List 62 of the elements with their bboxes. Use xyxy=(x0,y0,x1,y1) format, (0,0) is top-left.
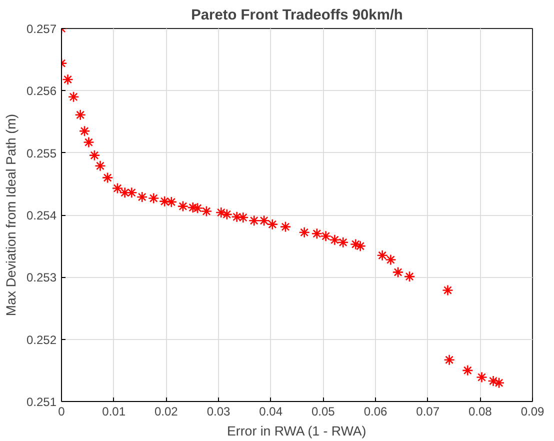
point xyxy=(320,230,332,242)
y-tick-label: 0.252 xyxy=(26,332,57,347)
point xyxy=(126,186,138,198)
point xyxy=(119,186,130,198)
point xyxy=(311,228,323,240)
point xyxy=(476,372,488,383)
x-tick-label: 0.07 xyxy=(416,404,440,418)
point xyxy=(231,211,242,223)
x-tick-label: 0.06 xyxy=(364,404,388,418)
point xyxy=(74,109,86,121)
point xyxy=(248,214,260,226)
point xyxy=(68,91,80,103)
point xyxy=(404,270,416,282)
point xyxy=(392,266,404,278)
point xyxy=(78,125,90,137)
y-tick-label: 0.253 xyxy=(26,270,57,285)
point xyxy=(200,206,212,217)
chart-title: Pareto Front Tradeoffs 90km/h xyxy=(191,8,403,24)
y-tick-label: 0.254 xyxy=(26,208,57,222)
point xyxy=(337,236,349,248)
point xyxy=(102,172,114,184)
x-tick-label: 0.09 xyxy=(520,404,545,418)
y-tick-label: 0.255 xyxy=(26,146,57,160)
point xyxy=(266,218,278,230)
point xyxy=(62,74,74,86)
x-tick-label: 0.02 xyxy=(154,404,178,418)
x-tick-label: 0.05 xyxy=(311,404,336,418)
point xyxy=(94,160,106,172)
x-tick-label: 0.08 xyxy=(468,404,492,418)
point xyxy=(329,234,340,246)
point xyxy=(280,221,292,232)
point xyxy=(462,364,474,376)
point xyxy=(136,191,148,203)
x-tick-label: 0.04 xyxy=(259,404,283,418)
y-axis-title: Max Deviation from Ideal Path (m) xyxy=(3,114,18,316)
y-tick-label: 0.251 xyxy=(26,395,57,409)
point xyxy=(148,192,160,204)
point xyxy=(158,196,170,207)
point xyxy=(442,284,454,296)
point xyxy=(444,354,455,366)
point xyxy=(350,238,362,250)
point xyxy=(488,375,499,387)
x-axis-title: Error in RWA (1 - RWA) xyxy=(227,424,366,438)
point xyxy=(215,206,227,218)
point xyxy=(166,196,178,208)
point xyxy=(221,208,233,220)
x-tick-label: 0 xyxy=(58,404,66,418)
point xyxy=(376,250,388,262)
y-tick-label: 0.257 xyxy=(26,22,57,36)
point xyxy=(493,377,505,388)
y-tick-label: 0.256 xyxy=(26,84,57,98)
point xyxy=(385,254,396,266)
point xyxy=(354,240,366,252)
x-tick-label: 0.01 xyxy=(102,404,126,418)
point xyxy=(88,150,100,161)
point xyxy=(112,182,124,194)
point xyxy=(237,212,249,224)
point xyxy=(83,136,94,148)
x-tick-label: 0.03 xyxy=(206,404,231,418)
point xyxy=(258,214,270,226)
point xyxy=(298,226,310,238)
point xyxy=(177,200,189,212)
